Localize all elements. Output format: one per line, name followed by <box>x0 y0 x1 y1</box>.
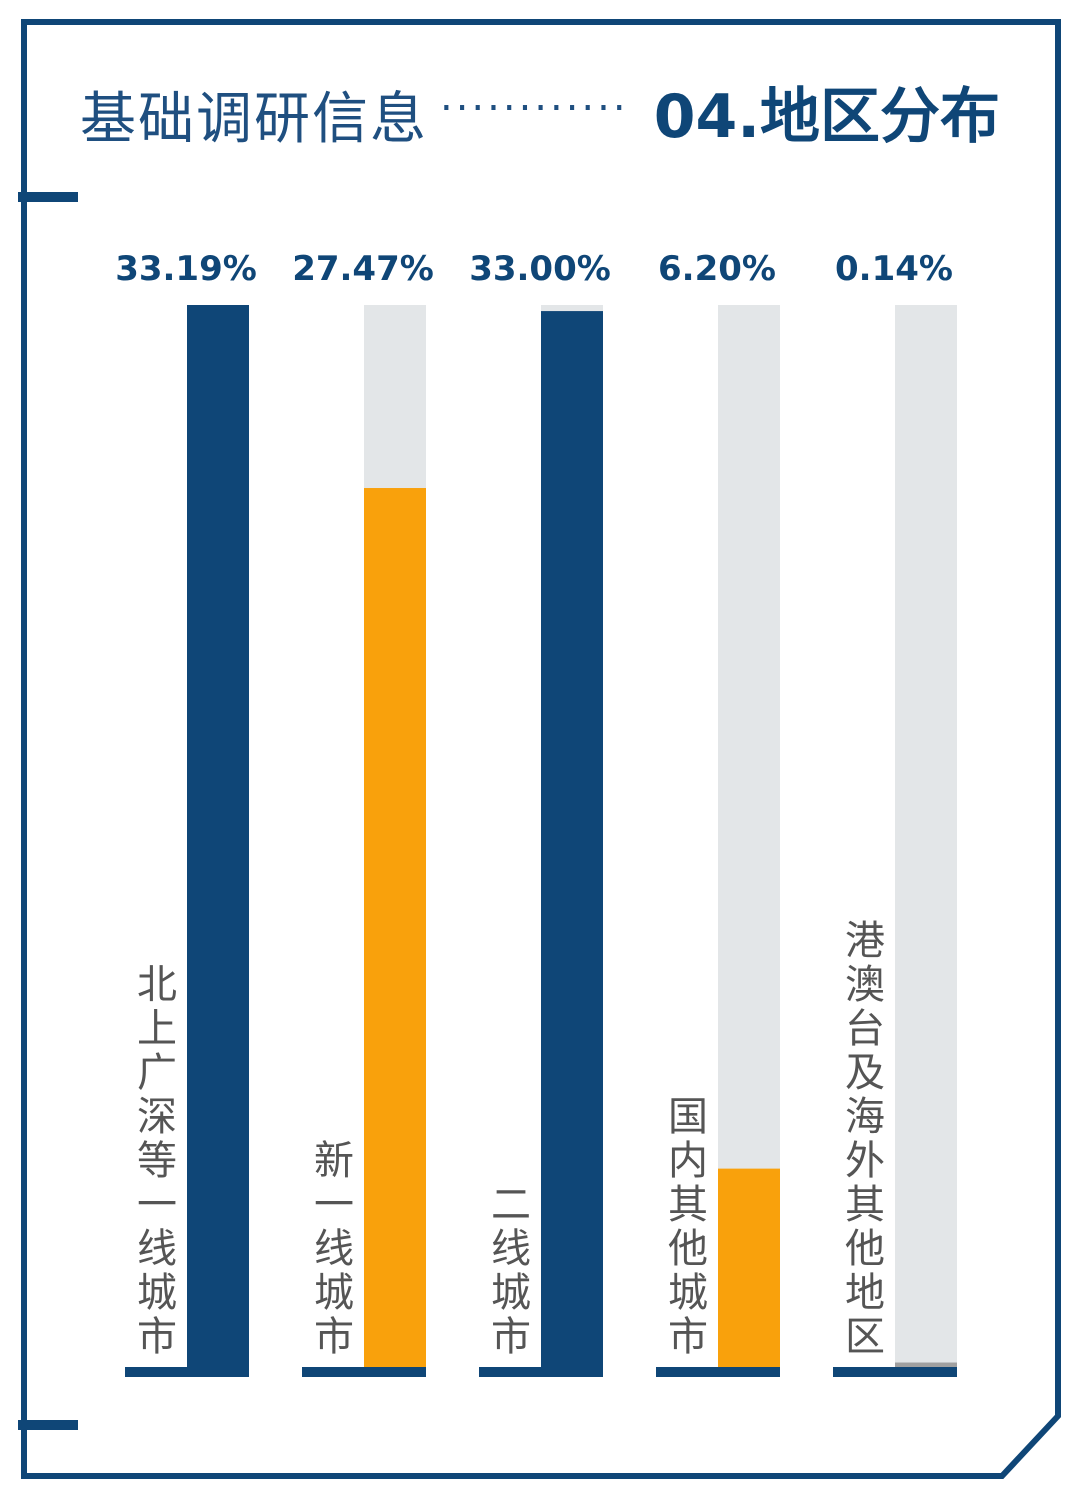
category-label-5-char-2: 澳 <box>845 962 885 1008</box>
baseline-5 <box>833 1367 957 1377</box>
category-label-5-char-3: 台 <box>845 1006 885 1052</box>
category-label-1-char-4: 深 <box>137 1094 177 1140</box>
baseline-2 <box>302 1367 426 1377</box>
value-label-5: 0.14% <box>835 249 953 289</box>
bar-2 <box>364 488 426 1367</box>
category-label-1-char-5: 等 <box>137 1138 177 1184</box>
category-label-3-char-3: 城 <box>491 1270 531 1316</box>
bar-1 <box>187 305 249 1367</box>
category-label-2-char-3: 线 <box>314 1226 354 1272</box>
category-label-2-char-2: 一 <box>314 1182 354 1228</box>
baseline-3 <box>479 1367 603 1377</box>
bar-track-5 <box>895 305 957 1367</box>
frame-tick-top <box>18 192 78 202</box>
title-leader-dots: ............ <box>440 74 629 120</box>
category-label-5-char-10: 区 <box>845 1314 885 1360</box>
value-label-4: 6.20% <box>658 249 776 289</box>
baseline-1 <box>125 1367 249 1377</box>
chart-title: 04.地区分布 <box>653 82 1000 152</box>
category-label-4-char-6: 市 <box>668 1314 708 1360</box>
baseline-4 <box>656 1367 780 1377</box>
category-label-1-char-8: 城 <box>137 1270 177 1316</box>
value-label-1: 33.19% <box>115 249 257 289</box>
category-label-2-char-4: 城 <box>314 1270 354 1316</box>
category-label-4-char-3: 其 <box>668 1182 708 1228</box>
category-label-5-char-7: 其 <box>845 1182 885 1228</box>
category-label-5-char-8: 他 <box>845 1226 885 1272</box>
category-label-5-char-1: 港 <box>845 918 885 964</box>
bar-5 <box>895 1362 957 1367</box>
category-label-1-char-2: 上 <box>137 1006 177 1052</box>
category-label-3-char-1: 二 <box>491 1182 531 1228</box>
value-label-2: 27.47% <box>292 249 434 289</box>
value-label-3: 33.00% <box>469 249 611 289</box>
category-label-1-char-1: 北 <box>137 962 177 1008</box>
category-label-3-char-4: 市 <box>491 1314 531 1360</box>
category-label-4-char-1: 国 <box>668 1094 708 1140</box>
category-label-2-char-5: 市 <box>314 1314 354 1360</box>
category-label-4-char-4: 他 <box>668 1226 708 1272</box>
category-label-3-char-2: 线 <box>491 1226 531 1272</box>
category-label-1-char-6: 一 <box>137 1182 177 1228</box>
section-title: 基础调研信息 <box>80 87 428 152</box>
category-label-5-char-5: 海 <box>845 1094 885 1140</box>
category-label-5-char-9: 地 <box>845 1270 885 1316</box>
header: 基础调研信息 ............ 04.地区分布 <box>80 68 1010 152</box>
category-label-2-char-1: 新 <box>314 1138 354 1184</box>
category-label-5-char-6: 外 <box>845 1138 885 1184</box>
category-label-5-char-4: 及 <box>845 1050 885 1096</box>
category-label-1-char-7: 线 <box>137 1226 177 1272</box>
bar-3 <box>541 311 603 1367</box>
bar-4 <box>718 1168 780 1367</box>
category-label-4-char-2: 内 <box>668 1138 708 1184</box>
frame-tick-bottom <box>18 1420 78 1430</box>
frame-border <box>21 19 1061 1479</box>
category-label-1-char-9: 市 <box>137 1314 177 1360</box>
category-label-1-char-3: 广 <box>137 1050 177 1096</box>
category-label-4-char-5: 城 <box>668 1270 708 1316</box>
